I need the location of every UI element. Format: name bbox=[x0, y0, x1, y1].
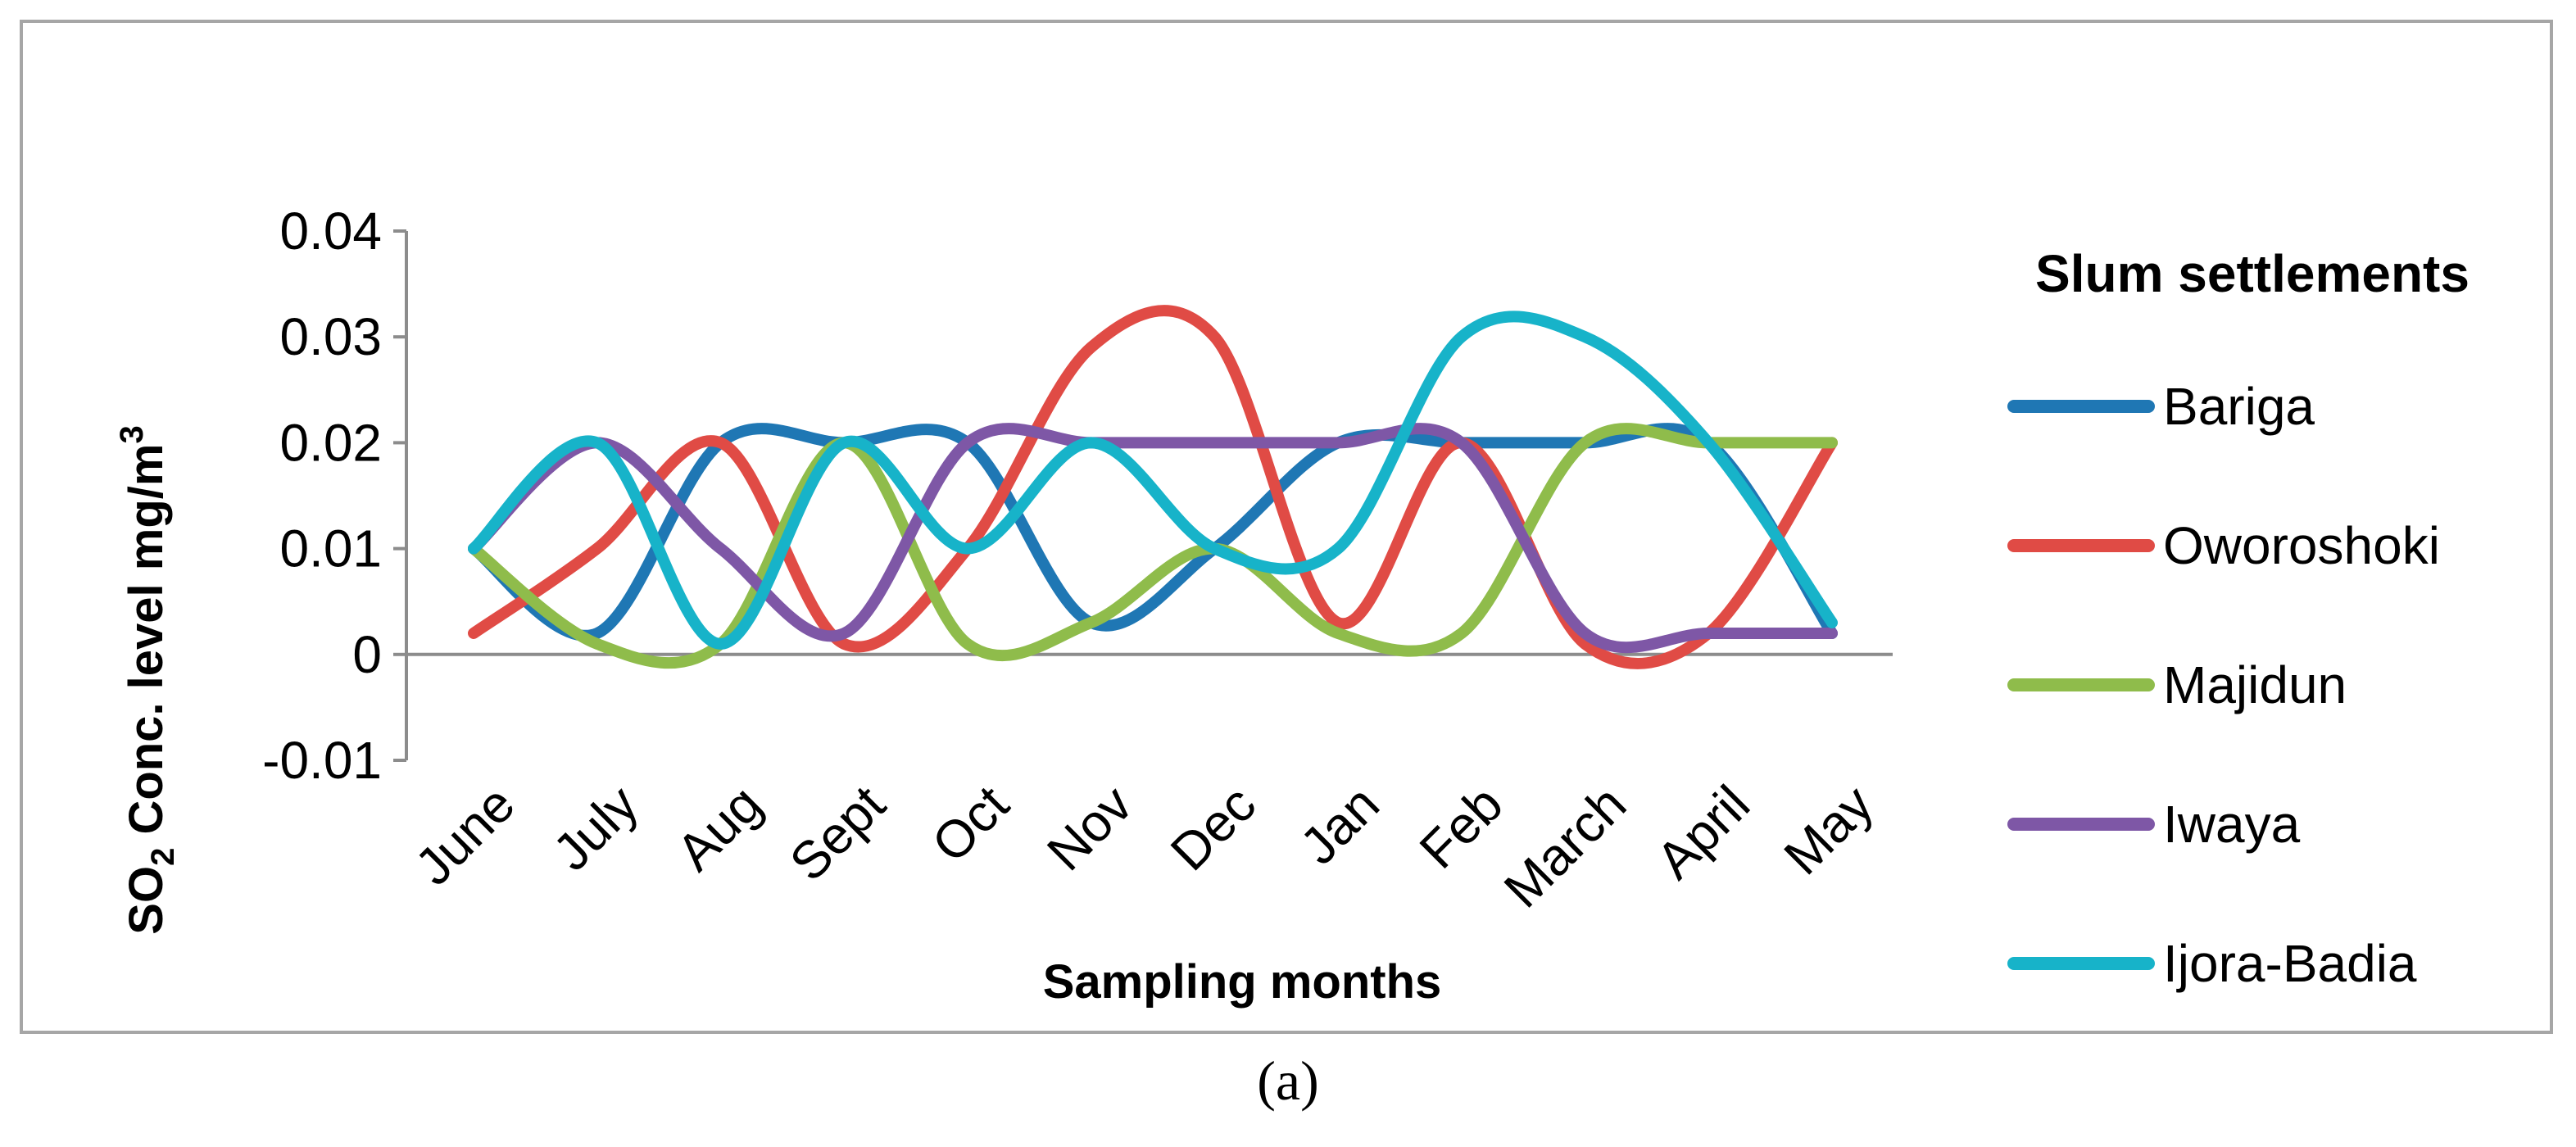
x-tick-label: March bbox=[1493, 774, 1638, 919]
x-tick-label: Aug bbox=[665, 774, 773, 882]
y-tick-label: 0.03 bbox=[279, 307, 382, 366]
x-tick-label: Feb bbox=[1408, 774, 1514, 880]
x-axis-title: Sampling months bbox=[1043, 955, 1442, 1009]
axes bbox=[405, 231, 1893, 760]
x-tick-label: June bbox=[404, 774, 526, 896]
series-line-oworoshoki bbox=[468, 305, 1838, 669]
x-tick-label: May bbox=[1772, 774, 1884, 886]
series-line-bariga bbox=[468, 423, 1838, 642]
y-tick-label: -0.01 bbox=[262, 731, 382, 790]
series-line-ijora-badia bbox=[468, 311, 1838, 650]
legend-label-oworoshoki: Oworoshoki bbox=[2163, 516, 2440, 575]
y-tick-label: 0.02 bbox=[279, 413, 382, 472]
series-lines bbox=[468, 305, 1838, 669]
y-title-part: Conc. level mg/m bbox=[120, 444, 173, 848]
x-tick-label: Dec bbox=[1159, 774, 1267, 882]
legend-label-iwaya: Iwaya bbox=[2163, 795, 2301, 854]
x-tick-label: April bbox=[1645, 774, 1761, 890]
x-tick-label: Nov bbox=[1036, 774, 1143, 882]
legend-label-majidun: Majidun bbox=[2163, 655, 2347, 714]
y-tick-label: 0.01 bbox=[279, 519, 382, 578]
x-tick-label: Oct bbox=[920, 774, 1019, 873]
y-title-part: SO bbox=[120, 866, 173, 935]
y-title-superscript: 3 bbox=[114, 425, 150, 443]
y-axis-title: SO2 Conc. level mg/m3 bbox=[114, 425, 181, 934]
x-tick-label: Jan bbox=[1289, 774, 1390, 876]
legend: Slum settlements Bariga Oworoshoki Majidun… bbox=[2007, 244, 2469, 993]
x-tick-label: July bbox=[542, 774, 649, 882]
y-title-subscript: 2 bbox=[145, 848, 181, 866]
x-tick-label: Sept bbox=[778, 774, 896, 892]
legend-title: Slum settlements bbox=[2035, 244, 2469, 303]
y-tick-label: 0 bbox=[352, 625, 382, 684]
series-line-iwaya bbox=[468, 423, 1838, 654]
figure-caption: (a) bbox=[1257, 1050, 1319, 1112]
y-tick-labels: 0.04 0.03 0.02 0.01 0 -0.01 bbox=[262, 202, 406, 790]
legend-label-bariga: Bariga bbox=[2163, 377, 2315, 436]
legend-label-ijora-badia: Ijora-Badia bbox=[2163, 934, 2417, 993]
y-tick-label: 0.04 bbox=[279, 202, 382, 261]
